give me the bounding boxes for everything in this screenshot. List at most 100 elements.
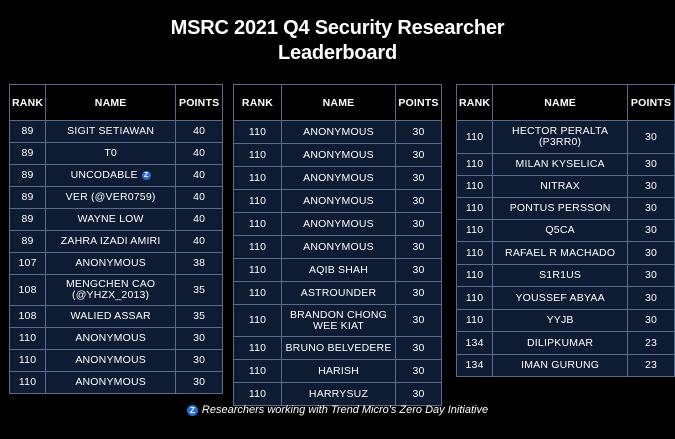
points-cell: 38 — [175, 252, 224, 275]
table-row: 110 BRANDON CHONG WEE KIAT 30 — [233, 304, 442, 337]
rank-cell: 110 — [233, 382, 282, 406]
name-value: ANONYMOUS — [303, 240, 374, 253]
rank-value: 110 — [465, 130, 484, 143]
name-value: ANONYMOUS — [75, 332, 146, 344]
points-value: 30 — [645, 269, 658, 281]
name-value: VER (@VER0759) — [65, 191, 156, 203]
table-row: 110 ANONYMOUS 30 — [233, 143, 442, 167]
name-value: WAYNE LOW — [77, 213, 144, 225]
name-cell: ANONYMOUS — [281, 143, 396, 167]
points-cell: 40 — [175, 164, 224, 187]
points-value: 30 — [412, 171, 425, 184]
name-value: Q5CA — [545, 224, 575, 236]
name-cell: BRANDON CHONG WEE KIAT — [281, 304, 396, 337]
name-cell: ANONYMOUS — [281, 166, 396, 190]
rank-value: 110 — [248, 364, 267, 377]
points-cell: 30 — [395, 359, 442, 383]
points-cell: 30 — [395, 336, 442, 360]
rank-value: 110 — [248, 341, 267, 354]
table-row: 89 T0 40 — [8, 142, 224, 165]
rank-cell: 134 — [455, 354, 494, 377]
points-cell: 40 — [175, 186, 224, 209]
name-cell: YYJB — [492, 309, 629, 332]
table-row: 108 MENGCHEN CAO (@YHZX_2013) 35 — [8, 274, 224, 306]
table-row: 110 HECTOR PERALTA (P3RR0) 30 — [455, 120, 675, 154]
name-header: NAME — [281, 84, 396, 121]
rank-value: 89 — [21, 235, 34, 247]
table-row: 110 ASTROUNDER 30 — [233, 281, 442, 305]
table-row: 110 ANONYMOUS 30 — [8, 371, 224, 394]
rank-cell: 89 — [8, 208, 47, 231]
rank-cell: 110 — [233, 120, 282, 144]
rank-cell: 110 — [233, 189, 282, 213]
points-value: 35 — [193, 283, 206, 296]
rank-cell: 110 — [233, 281, 282, 305]
points-value: 40 — [193, 169, 206, 181]
rank-value: 110 — [248, 125, 267, 138]
points-value: 30 — [412, 341, 425, 354]
points-value: 30 — [412, 148, 425, 161]
points-value: 30 — [193, 376, 206, 388]
rank-value: 110 — [18, 332, 37, 344]
table-row: 110 S1R1US 30 — [455, 264, 675, 287]
name-value: T0 — [104, 147, 117, 159]
rank-cell: 89 — [8, 186, 47, 209]
name-value: ANONYMOUS — [75, 354, 146, 366]
name-cell: WAYNE LOW — [45, 208, 177, 231]
rank-header: RANK — [455, 84, 494, 121]
rank-value: 110 — [248, 171, 267, 184]
name-value: WALIED ASSAR — [70, 310, 151, 322]
name-value: HARRYSUZ — [308, 387, 369, 400]
rank-cell: 110 — [455, 264, 494, 287]
points-header: POINTS — [175, 84, 224, 121]
table-row: 110 MILAN KYSELICA 30 — [455, 153, 675, 176]
name-value: ANONYMOUS — [75, 376, 146, 388]
points-cell: 30 — [395, 166, 442, 190]
table-row: 134 IMAN GURUNG 23 — [455, 354, 675, 377]
name-value: IMAN GURUNG — [521, 359, 600, 371]
rank-value: 110 — [465, 158, 484, 170]
name-cell: Q5CA — [492, 219, 629, 242]
rank-cell: 110 — [233, 235, 282, 259]
zdi-logo-icon: Z — [186, 404, 198, 416]
table-row: 110 ANONYMOUS 30 — [233, 166, 442, 190]
points-value: 30 — [645, 180, 658, 192]
points-cell: 30 — [395, 382, 442, 406]
rank-cell: 110 — [455, 219, 494, 242]
table-row: 110 YOUSSEF ABYAA 30 — [455, 286, 675, 310]
table-row: 110 ANONYMOUS 30 — [233, 189, 442, 213]
name-cell: IMAN GURUNG — [492, 354, 629, 377]
name-value: ANONYMOUS — [303, 148, 374, 161]
rank-header: RANK — [233, 84, 282, 121]
name-cell: HECTOR PERALTA (P3RR0) — [492, 120, 629, 154]
rank-value: 110 — [248, 263, 267, 276]
rank-value: 134 — [465, 359, 484, 371]
points-value: 30 — [645, 224, 658, 236]
table-row: 134 DILIPKUMAR 23 — [455, 331, 675, 355]
name-cell: PONTUS PERSSON — [492, 197, 629, 220]
points-cell: 30 — [627, 175, 675, 198]
table-row: 89 ZAHRA IZADI AMIRI 40 — [8, 230, 224, 253]
points-header: POINTS — [395, 84, 442, 121]
points-cell: 30 — [395, 235, 442, 259]
name-cell: UNCODABLE Z — [45, 164, 177, 187]
points-value: 30 — [412, 364, 425, 377]
rank-value: 89 — [21, 169, 34, 181]
leaderboard-table-3: RANK NAME POINTS 110 HECTOR PERALTA (P3RR0) 3… — [455, 84, 675, 377]
points-value: 30 — [645, 130, 658, 143]
rank-cell: 110 — [455, 197, 494, 220]
points-cell: 23 — [627, 331, 675, 355]
page-title: MSRC 2021 Q4 Security Researcher Leaderb… — [0, 16, 675, 66]
points-value: 30 — [193, 354, 206, 366]
name-value: NITRAX — [540, 180, 580, 192]
points-cell: 30 — [175, 327, 224, 350]
table-row: 110 AQIB SHAH 30 — [233, 258, 442, 282]
points-cell: 40 — [175, 230, 224, 253]
name-cell: T0 — [45, 142, 177, 165]
points-value: 30 — [193, 332, 206, 344]
rank-cell: 110 — [455, 153, 494, 176]
rank-value: 110 — [248, 387, 267, 400]
rank-cell: 110 — [455, 175, 494, 198]
title-line-1: MSRC 2021 Q4 Security Researcher — [170, 17, 505, 39]
zdi-badge-icon: Z — [141, 170, 151, 180]
